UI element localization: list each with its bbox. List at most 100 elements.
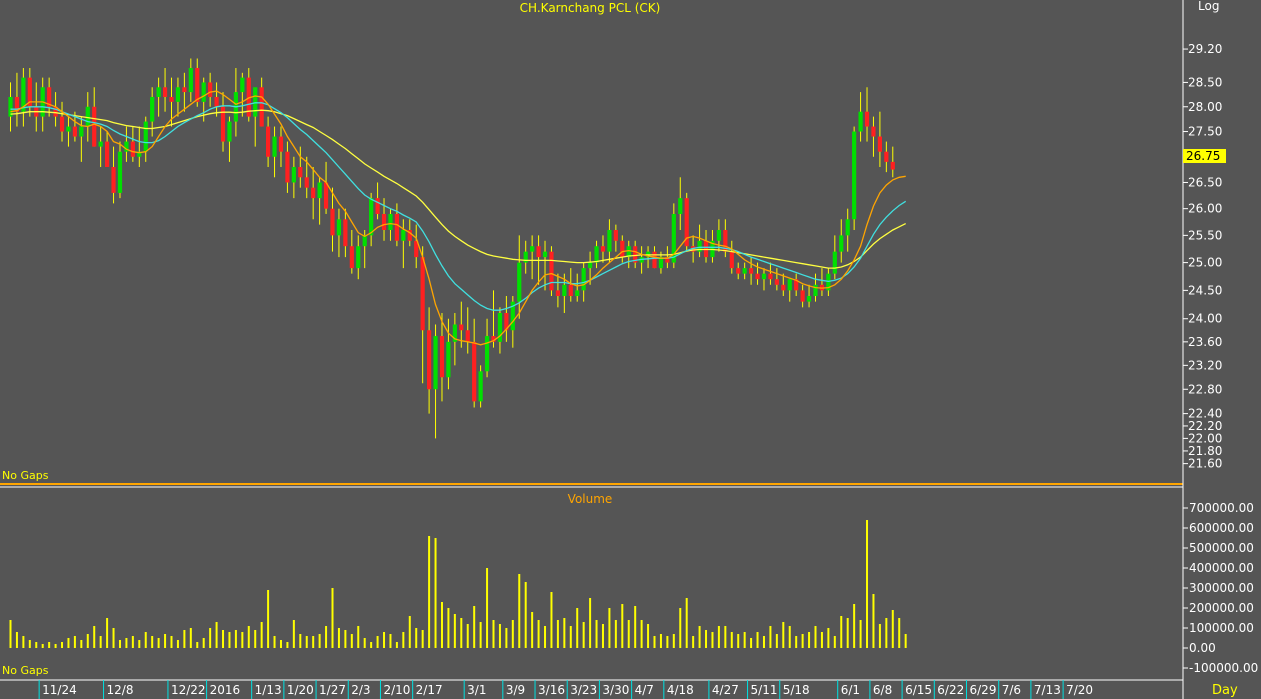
volume-bar xyxy=(750,638,753,648)
volume-bar xyxy=(260,622,263,648)
candle-body xyxy=(852,131,857,220)
date-tick-label: 4/18 xyxy=(667,683,694,697)
candle xyxy=(59,101,65,142)
date-tick-label: 6/29 xyxy=(970,683,997,697)
date-tick-label: 3/1 xyxy=(467,683,486,697)
candle xyxy=(14,72,20,127)
candle-body xyxy=(137,151,142,157)
volume-bar xyxy=(808,632,811,648)
volume-bar xyxy=(157,638,160,648)
candle-body xyxy=(349,246,354,269)
price-tick-label: 26.50 xyxy=(1188,175,1222,189)
volume-bar xyxy=(357,626,360,648)
price-tick-label: 21.80 xyxy=(1188,444,1222,458)
candle-body xyxy=(47,87,52,107)
candle xyxy=(736,262,741,280)
volume-pane[interactable]: Volume No Gaps xyxy=(2,492,907,677)
candle-body xyxy=(658,257,664,269)
candle-body xyxy=(446,341,451,378)
candle xyxy=(240,72,245,117)
candle xyxy=(678,177,683,230)
candle-body xyxy=(278,136,284,152)
candle xyxy=(626,240,631,269)
volume-bar xyxy=(582,622,585,648)
candle-body xyxy=(439,336,445,378)
candle-body xyxy=(787,279,792,291)
candle-body xyxy=(381,213,387,230)
date-tick-label: 3/16 xyxy=(538,683,565,697)
date-tick-label: 6/1 xyxy=(841,683,860,697)
candle-body xyxy=(414,240,419,258)
volume-bar xyxy=(518,574,521,648)
candle xyxy=(317,177,322,225)
volume-bar xyxy=(28,640,31,648)
candle xyxy=(323,161,329,214)
candle-body xyxy=(304,177,309,188)
candle-body xyxy=(407,229,412,241)
last-price-badge xyxy=(1183,149,1226,163)
ma-mid-line xyxy=(10,102,907,311)
volume-bar xyxy=(170,636,173,648)
candle-body xyxy=(510,301,515,331)
candle-body xyxy=(523,251,528,263)
candle-body xyxy=(330,208,335,236)
price-pane[interactable]: CH.Karnchang PCL (CK) No Gaps xyxy=(2,1,907,482)
volume-axis-ticks: 700000.00 600000.00 500000.00 400000.00 3000… xyxy=(1183,501,1258,675)
volume-bar xyxy=(795,636,798,648)
volume-bar xyxy=(9,620,12,648)
date-tick-label: 1/13 xyxy=(255,683,282,697)
candle xyxy=(259,77,264,127)
volume-bar xyxy=(846,618,849,648)
volume-bar xyxy=(782,622,785,648)
candle-body xyxy=(806,296,812,302)
date-tick-label: 2/10 xyxy=(383,683,410,697)
volume-bar xyxy=(331,588,334,648)
candle xyxy=(414,224,419,269)
volume-bar xyxy=(118,640,121,648)
candle xyxy=(845,208,850,252)
candle xyxy=(465,307,470,354)
price-tick-label: 25.50 xyxy=(1188,228,1222,242)
candle-body xyxy=(671,213,676,263)
candle-body xyxy=(877,136,882,152)
candle-body xyxy=(749,268,754,274)
last-price-label: 26.75 xyxy=(1186,149,1220,163)
volume-bar xyxy=(511,620,514,648)
candle xyxy=(781,273,786,297)
candle xyxy=(124,126,129,162)
scale-mode-label: Log xyxy=(1198,0,1219,13)
candle xyxy=(130,126,135,162)
candle xyxy=(478,365,483,408)
candle-body xyxy=(220,106,226,142)
candle xyxy=(620,235,625,263)
candle-body xyxy=(285,151,290,183)
volume-bar xyxy=(215,622,218,648)
candle-body xyxy=(858,111,863,132)
candle-body xyxy=(575,290,580,297)
candle-body xyxy=(246,77,251,117)
candle xyxy=(575,273,580,302)
candle xyxy=(98,126,103,167)
volume-tick-label: 300000.00 xyxy=(1189,581,1254,595)
candle-body xyxy=(729,251,734,269)
volume-bar xyxy=(421,630,424,648)
candle-body xyxy=(143,121,148,152)
volume-bar xyxy=(492,620,495,648)
volume-bar xyxy=(312,636,315,648)
volume-bar xyxy=(254,630,257,648)
volume-bar xyxy=(395,642,398,648)
candle xyxy=(665,246,670,269)
candle xyxy=(491,290,496,348)
candle-body xyxy=(755,273,760,280)
volume-bar xyxy=(22,636,25,648)
candle-body xyxy=(845,219,850,236)
volume-bar xyxy=(305,636,308,648)
candle xyxy=(684,192,689,252)
date-tick-label: 12/8 xyxy=(107,683,134,697)
candle-body xyxy=(356,246,361,269)
volume-bar xyxy=(840,616,843,648)
candle-body xyxy=(201,82,206,102)
candle xyxy=(105,131,110,167)
candle xyxy=(806,284,812,308)
candle xyxy=(304,156,309,199)
